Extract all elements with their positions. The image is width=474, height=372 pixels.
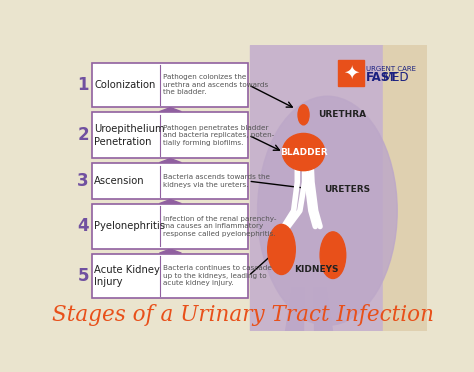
Bar xyxy=(338,60,364,86)
FancyBboxPatch shape xyxy=(92,204,248,248)
Bar xyxy=(250,45,427,331)
Text: Colonization: Colonization xyxy=(94,80,155,90)
FancyBboxPatch shape xyxy=(92,63,248,107)
Text: BLADDER: BLADDER xyxy=(280,148,328,157)
Text: 2: 2 xyxy=(77,126,89,144)
Text: Bacteria continues to cascade
up to the kidneys, leading to
acute kidney injury.: Bacteria continues to cascade up to the … xyxy=(163,266,272,286)
Text: Infection of the renal parenchy-
ma causes an inflammatory
response called pyelo: Infection of the renal parenchy- ma caus… xyxy=(163,216,277,237)
Polygon shape xyxy=(159,199,182,203)
Text: 5: 5 xyxy=(77,267,89,285)
Text: Acute Kidney
Injury: Acute Kidney Injury xyxy=(94,264,160,287)
FancyBboxPatch shape xyxy=(92,112,248,158)
Text: MED: MED xyxy=(383,71,410,84)
Text: KIDNEYS: KIDNEYS xyxy=(294,265,338,274)
Text: 3: 3 xyxy=(77,172,89,190)
Text: URETERS: URETERS xyxy=(324,185,370,194)
Ellipse shape xyxy=(298,105,309,125)
FancyBboxPatch shape xyxy=(92,163,248,199)
Text: Pathogen penetrates bladder
and bacteria replicates, poten-
tially forming biofi: Pathogen penetrates bladder and bacteria… xyxy=(163,125,274,146)
Text: Uroepithelium
Penetration: Uroepithelium Penetration xyxy=(94,124,165,147)
Text: ✦: ✦ xyxy=(343,64,359,83)
FancyBboxPatch shape xyxy=(92,254,248,298)
Ellipse shape xyxy=(268,224,295,275)
Polygon shape xyxy=(159,249,182,253)
Polygon shape xyxy=(315,288,333,334)
Ellipse shape xyxy=(320,232,346,279)
Text: URETHRA: URETHRA xyxy=(318,110,366,119)
Text: Pyelonephritis: Pyelonephritis xyxy=(94,221,165,231)
Text: 4: 4 xyxy=(77,217,89,235)
Polygon shape xyxy=(285,288,303,334)
Text: Stages of a Urinary Tract Infection: Stages of a Urinary Tract Infection xyxy=(52,304,434,326)
Text: Pathogen colonizes the
urethra and ascends towards
the bladder.: Pathogen colonizes the urethra and ascen… xyxy=(163,74,268,95)
Polygon shape xyxy=(383,45,427,331)
Polygon shape xyxy=(159,108,182,112)
Ellipse shape xyxy=(283,134,325,171)
Text: 1: 1 xyxy=(77,76,89,94)
Ellipse shape xyxy=(258,96,397,326)
Polygon shape xyxy=(159,158,182,163)
Text: Ascension: Ascension xyxy=(94,176,145,186)
Text: Bacteria ascends towards the
kidneys via the ureters.: Bacteria ascends towards the kidneys via… xyxy=(163,174,270,188)
Text: FAST: FAST xyxy=(366,71,398,84)
Text: URGENT CARE: URGENT CARE xyxy=(366,65,416,72)
